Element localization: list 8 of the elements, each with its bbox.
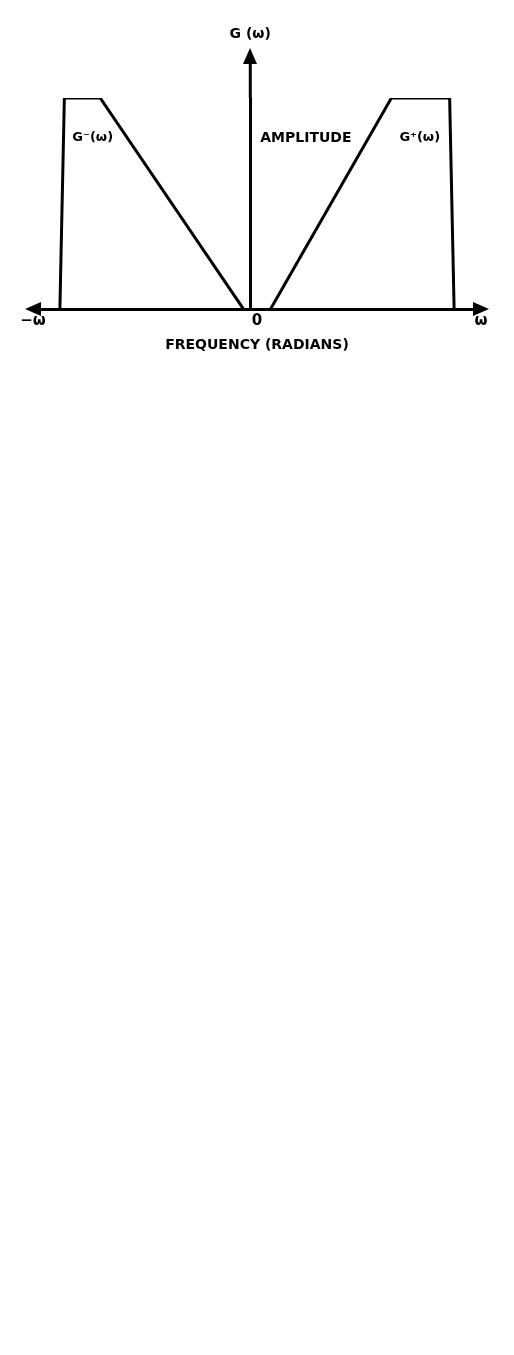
x-tick-label: −ω [20, 311, 46, 330]
series-label: G⁺(ω) [399, 129, 441, 145]
x-tick-label: ω [474, 311, 488, 330]
x-axis-title: FREQUENCY (RADIANS) [165, 336, 349, 353]
y-axis-title: AMPLITUDE [260, 129, 352, 146]
series-label: G⁻(ω) [72, 129, 114, 145]
x-tick-label: 0 [251, 311, 263, 330]
text: G (ω) [229, 24, 271, 41]
